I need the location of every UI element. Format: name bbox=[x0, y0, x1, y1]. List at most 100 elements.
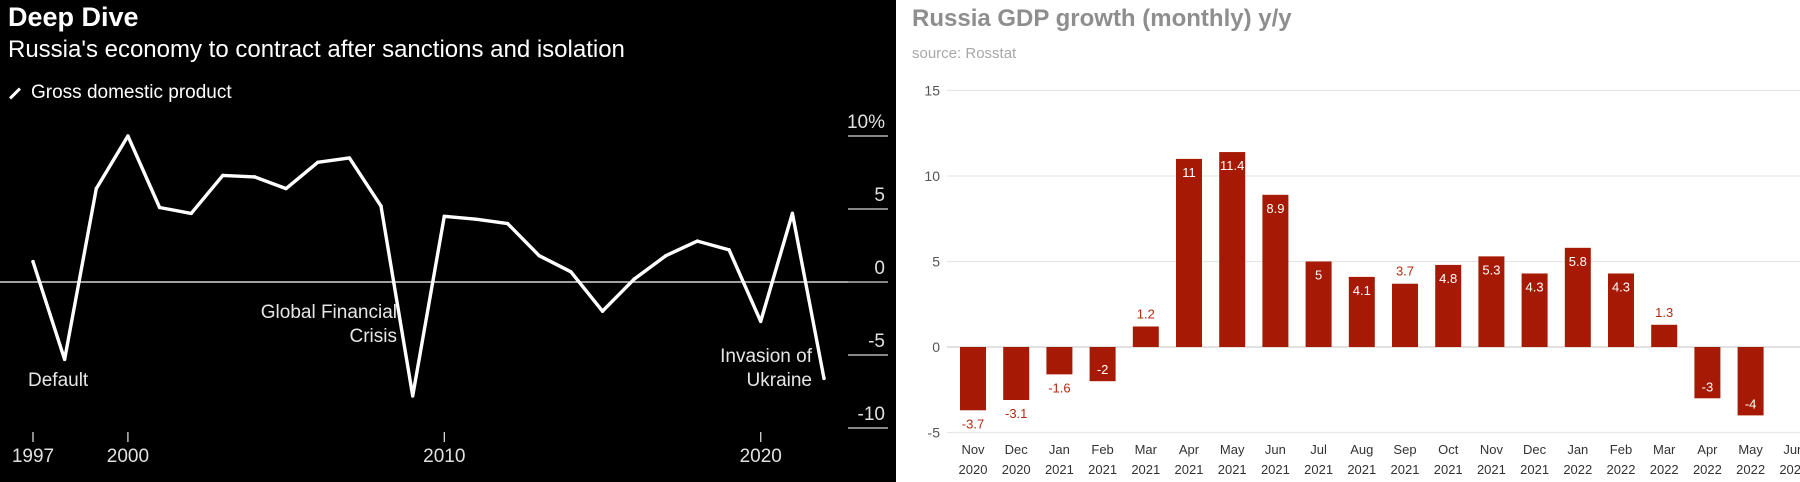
gdp-data-point bbox=[600, 309, 605, 313]
gdp-data-point bbox=[790, 211, 795, 216]
y-tick-label: -5 bbox=[928, 425, 941, 441]
x-tick-label-month: Nov bbox=[1480, 442, 1504, 457]
bar bbox=[1262, 194, 1289, 347]
x-tick-label: 2000 bbox=[107, 446, 149, 467]
x-tick-label-month: Feb bbox=[1091, 442, 1113, 457]
bar bbox=[1305, 261, 1332, 347]
chart-subtitle: Russia's economy to contract after sanct… bbox=[8, 36, 625, 63]
x-tick-label-year: 2022 bbox=[1779, 462, 1800, 477]
y-tick-label: 15 bbox=[924, 83, 940, 99]
y-tick-label: -10 bbox=[858, 404, 885, 425]
x-tick-label-year: 2020 bbox=[1002, 462, 1031, 477]
bar-data-label: 3.7 bbox=[1396, 264, 1414, 279]
x-tick-label-month: Jan bbox=[1567, 442, 1588, 457]
bar bbox=[1089, 347, 1116, 382]
gdp-data-point bbox=[379, 204, 383, 208]
bar bbox=[1219, 152, 1246, 347]
annotation-invasion: Ukraine bbox=[747, 370, 812, 391]
x-tick-label-year: 2021 bbox=[1131, 462, 1160, 477]
bar-data-label: 4.1 bbox=[1353, 283, 1371, 298]
gdp-data-point bbox=[284, 186, 288, 191]
bar bbox=[1521, 273, 1548, 347]
gdp-data-point bbox=[474, 217, 478, 221]
bar-data-label: 5 bbox=[1315, 268, 1322, 283]
x-tick-label-year: 2021 bbox=[1520, 462, 1549, 477]
chart-title: Russia GDP growth (monthly) y/y bbox=[912, 5, 1292, 32]
gdp-data-point bbox=[316, 160, 320, 164]
x-tick-label-month: Feb bbox=[1610, 442, 1632, 457]
bar-data-label: 8.9 bbox=[1266, 201, 1284, 216]
gdp-data-point bbox=[822, 376, 826, 381]
x-tick-label: 1997 bbox=[12, 446, 54, 467]
gdp-data-point bbox=[252, 175, 257, 179]
bar-data-label: 4.3 bbox=[1612, 279, 1630, 294]
x-tick-label-month: Jun bbox=[1265, 442, 1286, 457]
bar bbox=[1348, 276, 1375, 347]
gdp-data-point bbox=[505, 221, 510, 226]
bar-data-label: 11.4 bbox=[1220, 158, 1244, 173]
bar bbox=[1132, 326, 1159, 347]
x-tick-label-year: 2021 bbox=[1261, 462, 1290, 477]
x-tick-label-year: 2021 bbox=[1477, 462, 1506, 477]
bar bbox=[1176, 158, 1202, 347]
gdp-data-point bbox=[537, 254, 541, 258]
y-tick-label: -5 bbox=[868, 331, 885, 352]
gdp-data-point bbox=[189, 211, 193, 216]
x-tick-label-year: 2021 bbox=[1347, 462, 1376, 477]
bar-data-label: -3.7 bbox=[962, 416, 984, 431]
x-tick-label-month: Jan bbox=[1049, 442, 1070, 457]
legend-label: Gross domestic product bbox=[31, 82, 232, 103]
gdp-data-point bbox=[126, 134, 130, 138]
y-tick-label: 5 bbox=[874, 185, 885, 206]
x-tick-label-year: 2021 bbox=[1088, 462, 1117, 477]
x-tick-label-month: Apr bbox=[1697, 442, 1718, 457]
y-tick-label: 0 bbox=[932, 339, 940, 355]
panel-divider bbox=[896, 0, 902, 482]
gdp-series-line bbox=[31, 134, 826, 398]
bar-data-label: -3 bbox=[1702, 379, 1714, 394]
x-tick-label-year: 2021 bbox=[1391, 462, 1420, 477]
x-tick-label: 2010 bbox=[423, 446, 465, 467]
bar-data-label: 4.3 bbox=[1526, 279, 1544, 294]
bar bbox=[1564, 247, 1591, 347]
gdp-data-point bbox=[410, 394, 415, 398]
x-tick-label-year: 2022 bbox=[1693, 462, 1722, 477]
x-tick-label-year: 2021 bbox=[1175, 462, 1204, 477]
chart-title: Deep Dive bbox=[8, 2, 139, 32]
y-tick-label: 10% bbox=[847, 112, 885, 133]
gdp-bar-chart: 15 10 5 0 -5 -3.7 Nov 2020 -3.1 Dec 2020 -1.6 Jan 202… bbox=[924, 83, 1800, 477]
y-tick-label: 10 bbox=[924, 168, 940, 184]
y-tick-label: 5 bbox=[932, 254, 940, 270]
bar-data-label: 1.2 bbox=[1137, 306, 1155, 321]
x-tick-label-month: Oct bbox=[1438, 442, 1459, 457]
bar bbox=[1694, 347, 1721, 399]
x-tick-label-year: 2021 bbox=[1304, 462, 1333, 477]
gdp-data-point bbox=[347, 156, 352, 160]
x-tick-label-year: 2022 bbox=[1736, 462, 1765, 477]
x-tick-label-month: Mar bbox=[1135, 442, 1158, 457]
bar-data-label: -3.1 bbox=[1005, 406, 1027, 421]
annotation-default: Default bbox=[28, 370, 89, 391]
left-chart-panel: Deep Dive Russia's economy to contract a… bbox=[0, 0, 896, 482]
annotation-invasion: Invasion of bbox=[720, 346, 813, 367]
gdp-data-point bbox=[31, 259, 35, 264]
gdp-data-point bbox=[632, 277, 636, 281]
bar-data-label: 1.3 bbox=[1655, 305, 1673, 320]
gdp-data-point bbox=[94, 186, 98, 191]
x-tick-label-year: 2022 bbox=[1650, 462, 1679, 477]
gdp-data-point bbox=[221, 173, 225, 178]
bar-data-label: -4 bbox=[1745, 396, 1757, 411]
right-chart-panel: Russia GDP growth (monthly) y/y source: … bbox=[902, 0, 1800, 482]
legend: Gross domestic product bbox=[8, 82, 232, 104]
bar bbox=[1608, 273, 1634, 347]
bar-data-label: 4.8 bbox=[1439, 271, 1457, 286]
gdp-data-point bbox=[727, 248, 731, 252]
x-tick-label-month: Jul bbox=[1310, 442, 1327, 457]
x-tick-label-month: May bbox=[1738, 442, 1763, 457]
bar bbox=[1737, 347, 1764, 416]
y-tick-label: 0 bbox=[874, 258, 885, 279]
bar bbox=[1435, 264, 1462, 347]
x-tick-label-month: Nov bbox=[961, 442, 985, 457]
bar bbox=[960, 347, 986, 411]
bar-data-label: -2 bbox=[1097, 362, 1109, 377]
